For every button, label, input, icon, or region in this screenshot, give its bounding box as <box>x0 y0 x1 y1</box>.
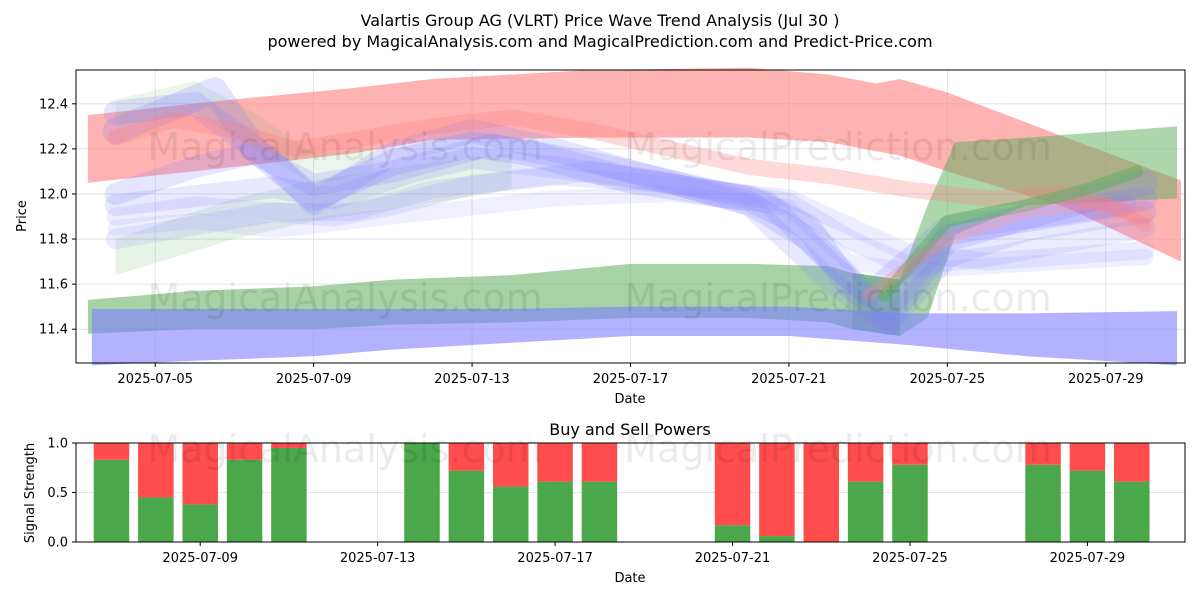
signal-xtick-label-2025-07-13: 2025-07-13 <box>340 551 416 566</box>
signal-xtick-label-2025-07-21: 2025-07-21 <box>695 551 771 566</box>
sell-bar-2025-07-24 <box>847 443 884 482</box>
signal-xtick-label-2025-07-09: 2025-07-09 <box>162 551 238 566</box>
price-ytick-label-12-4: 12.4 <box>39 97 68 112</box>
green-early-band <box>115 153 512 276</box>
price-xtick-label-2025-07-09: 2025-07-09 <box>276 372 352 387</box>
sell-bar-2025-07-09 <box>182 443 218 505</box>
buy-bar-2025-07-18 <box>581 481 618 542</box>
price-watermarks: MagicalAnalysis.com MagicalPrediction.co… <box>147 125 1051 320</box>
green-arc-band <box>115 81 374 185</box>
buy-bar-2025-07-25 <box>892 464 928 542</box>
price-xtick-label-2025-07-05: 2025-07-05 <box>117 372 193 387</box>
sell-bar-2025-07-21 <box>714 443 751 526</box>
sell-bar-2025-07-08 <box>138 443 174 498</box>
price-ytick-label-12-0: 12.0 <box>39 187 68 202</box>
price-panel: MagicalAnalysis.com MagicalPrediction.co… <box>15 67 1186 407</box>
price-ytick-label-12-2: 12.2 <box>39 142 68 157</box>
signal-ytick-label-1-0: 1.0 <box>47 437 68 452</box>
signal-axes: 2025-07-09 2025-07-13 2025-07-17 2025-07-21… <box>47 437 1125 567</box>
price-xtick-label-2025-07-17: 2025-07-17 <box>593 372 669 387</box>
signal-xtick-label-2025-07-29: 2025-07-29 <box>1050 551 1126 566</box>
buy-bar-2025-07-21 <box>714 525 751 542</box>
watermark-prediction-bottom: MagicalPrediction.com <box>624 276 1052 320</box>
watermark-prediction-signal: MagicalPrediction.com <box>624 427 1052 471</box>
buy-bar-2025-07-11 <box>271 447 307 542</box>
price-xtick-label-2025-07-25: 2025-07-25 <box>910 372 986 387</box>
watermark-prediction-top: MagicalPrediction.com <box>624 125 1052 169</box>
buy-bar-2025-07-10 <box>226 459 263 542</box>
sell-bar-2025-07-25 <box>892 443 928 465</box>
signal-ytick-label-0-5: 0.5 <box>47 486 68 501</box>
signal-title: Buy and Sell Powers <box>549 420 711 439</box>
signal-watermarks: MagicalAnalysis.com MagicalPrediction.co… <box>147 427 1051 471</box>
green-rise-band <box>852 126 1178 336</box>
price-xtick-label-2025-07-21: 2025-07-21 <box>751 372 827 387</box>
buy-bar-2025-07-07 <box>93 459 130 542</box>
sell-bar-2025-07-10 <box>226 443 263 460</box>
buy-bar-2025-07-29 <box>1069 470 1106 542</box>
price-ytick-label-11-8: 11.8 <box>39 233 68 248</box>
chart-title-line1: Valartis Group AG (VLRT) Price Wave Tren… <box>361 11 840 30</box>
sell-bar-2025-07-29 <box>1069 443 1106 471</box>
chart-title-line2: powered by MagicalAnalysis.com and Magic… <box>267 32 932 51</box>
buy-bar-2025-07-24 <box>847 481 884 542</box>
wave-line-4 <box>104 146 1157 336</box>
wave-line-3 <box>104 133 1137 323</box>
wave-line-8 <box>107 109 1154 225</box>
sell-bar-2025-07-16 <box>492 443 529 487</box>
sell-bar-2025-07-30 <box>1114 443 1150 482</box>
price-axes: 2025-07-05 2025-07-09 2025-07-13 2025-07-17… <box>39 97 1144 387</box>
signal-ytick-label-0-0: 0.0 <box>47 536 68 551</box>
price-xtick-label-2025-07-13: 2025-07-13 <box>434 372 510 387</box>
buy-bar-2025-07-28 <box>1025 464 1061 542</box>
watermark-analysis-signal: MagicalAnalysis.com <box>147 427 542 471</box>
signal-xtick-label-2025-07-17: 2025-07-17 <box>517 551 593 566</box>
buy-bar-2025-07-14 <box>404 443 440 542</box>
price-xtick-label-2025-07-29: 2025-07-29 <box>1068 372 1144 387</box>
buy-bar-2025-07-09 <box>182 504 218 542</box>
price-series <box>87 67 1182 366</box>
watermark-analysis-bottom: MagicalAnalysis.com <box>147 276 542 320</box>
buy-bar-2025-07-15 <box>448 470 485 542</box>
wave-line-10 <box>862 196 1152 302</box>
watermark-analysis-top: MagicalAnalysis.com <box>147 125 542 169</box>
sell-bar-2025-07-22 <box>759 443 795 537</box>
sell-bar-2025-07-28 <box>1025 443 1061 465</box>
blue-bottom-band <box>91 306 1178 366</box>
price-ytick-label-11-6: 11.6 <box>39 278 68 293</box>
wave-line-1 <box>102 77 1159 331</box>
wave-line-7 <box>107 185 1154 279</box>
sell-bar-2025-07-11 <box>271 443 307 448</box>
sell-bar-2025-07-15 <box>448 443 485 471</box>
buy-bar-2025-07-22 <box>759 536 795 542</box>
signal-xtick-label-2025-07-25: 2025-07-25 <box>872 551 948 566</box>
signal-ylabel: Signal Strength <box>23 443 38 543</box>
sell-bar-2025-07-07 <box>93 443 130 460</box>
price-ytick-label-11-4: 11.4 <box>39 323 68 338</box>
red-upper-band <box>87 67 1182 262</box>
buy-bar-2025-07-08 <box>138 497 174 542</box>
signal-xlabel: Date <box>614 571 645 586</box>
signal-bars <box>93 443 1150 542</box>
price-xlabel: Date <box>614 392 645 407</box>
buy-bar-2025-07-17 <box>537 481 573 542</box>
wave-line-9 <box>877 165 1144 302</box>
sell-bar-2025-07-18 <box>581 443 618 482</box>
sell-bar-2025-07-17 <box>537 443 573 482</box>
sell-bar-2025-07-23 <box>803 443 839 542</box>
signal-panel: Buy and Sell Powers MagicalAnalysis.com … <box>23 420 1186 586</box>
price-ylabel: Price <box>15 200 30 232</box>
buy-bar-2025-07-16 <box>492 486 529 542</box>
buy-bar-2025-07-30 <box>1114 481 1150 542</box>
